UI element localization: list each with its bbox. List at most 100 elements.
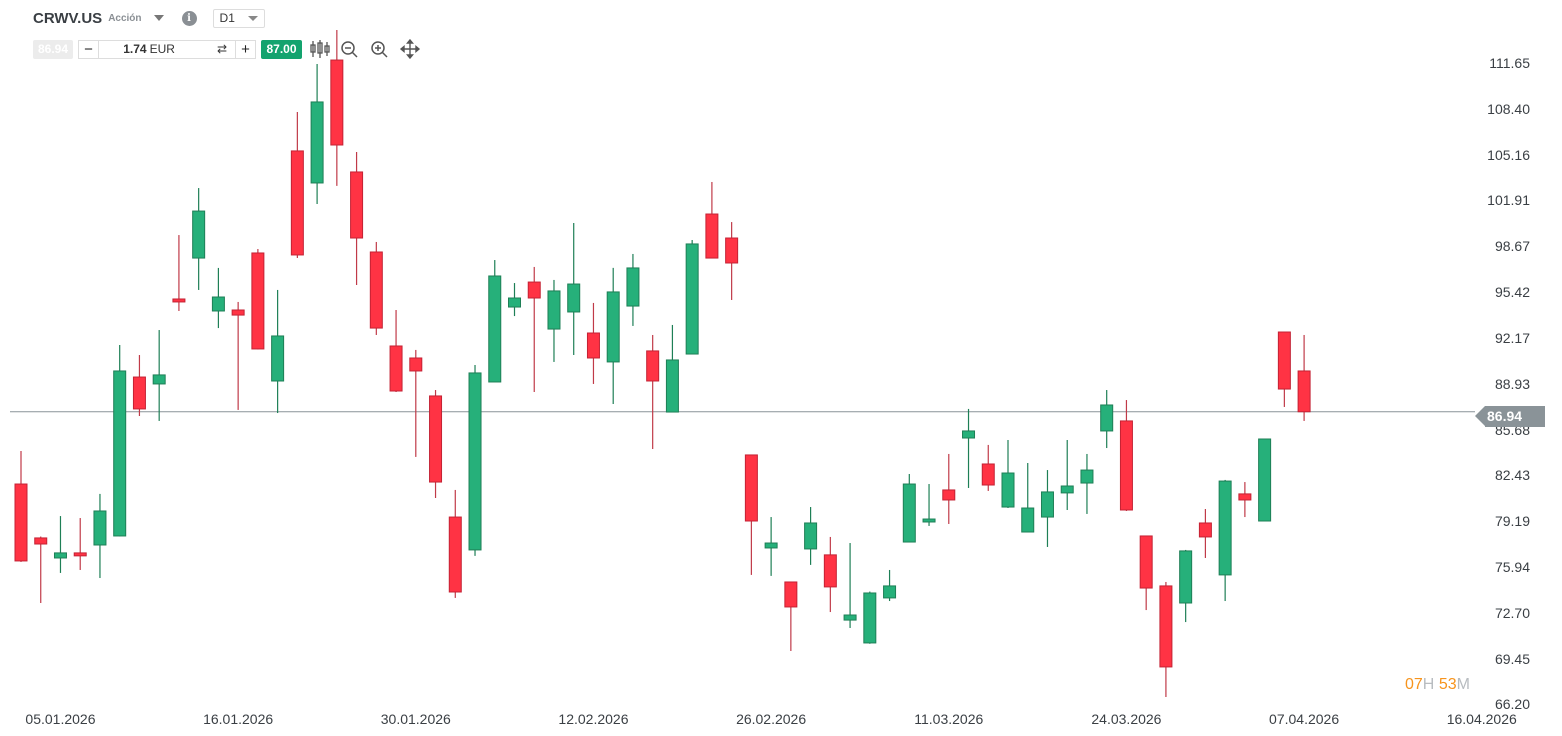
candle-body (1001, 472, 1015, 508)
candle-body (942, 489, 956, 501)
price-tick-label: 88.93 (1494, 375, 1530, 392)
candle-body (330, 59, 344, 146)
candle-body (508, 297, 521, 308)
price-tick-label: 92.17 (1494, 329, 1530, 346)
candle-body (606, 291, 620, 363)
price-tick-label: 75.94 (1494, 559, 1530, 575)
candle-body (488, 275, 502, 383)
price-tick-label: 101.91 (1487, 192, 1530, 209)
candle-body (586, 332, 600, 359)
candle-body (1040, 491, 1054, 518)
price-tick-label: 69.45 (1494, 650, 1530, 667)
candle-body (626, 267, 640, 307)
candle-body (211, 296, 225, 312)
date-tick-label: 24.03.2026 (1091, 711, 1162, 727)
candle-body (152, 374, 166, 385)
candle-body (369, 251, 383, 329)
timeframe-dropdown[interactable]: D1 (212, 8, 265, 28)
candle-body (34, 537, 48, 545)
candle-body (1080, 469, 1094, 484)
candle-body (73, 552, 87, 557)
swap-icon[interactable]: ⇄ (216, 42, 227, 56)
price-tick-label: 95.42 (1494, 284, 1530, 301)
chevron-down-icon (247, 15, 258, 21)
current-price-marker: 86.94 (1475, 406, 1545, 427)
caret-down-icon[interactable] (153, 15, 164, 21)
candle-body (1198, 522, 1212, 538)
candle-body (192, 210, 206, 259)
candle-body (804, 522, 818, 550)
candle-body (409, 357, 423, 372)
price-tick-label: 108.40 (1487, 100, 1530, 117)
decrease-volume-button[interactable]: − (84, 40, 93, 58)
candle-body (1179, 550, 1193, 604)
candle-countdown: 07H 53M (1405, 676, 1470, 694)
date-tick-label: 05.01.2026 (25, 711, 96, 727)
candle-body (1258, 438, 1272, 522)
candle-body (389, 345, 403, 392)
date-tick-label: 07.04.2026 (1269, 711, 1340, 727)
candle-body (1021, 507, 1035, 533)
increase-volume-button[interactable]: + (241, 40, 250, 58)
candle-body (883, 585, 897, 599)
price-tick-label: 72.70 (1494, 604, 1530, 621)
candle-body (251, 252, 265, 350)
countdown-minutes: 53 (1438, 676, 1457, 693)
price-tick-label: 79.19 (1494, 513, 1530, 530)
candle-body (764, 542, 778, 549)
zoom-in-icon[interactable] (368, 39, 392, 59)
trade-bar: 86.94 − 1.74 EUR ⇄ + 87.00 (33, 38, 428, 60)
candle-body (53, 552, 67, 559)
candle-body (725, 237, 739, 264)
candle-body (271, 335, 285, 382)
price-tick-label: 98.67 (1494, 238, 1530, 255)
candle-body (448, 516, 462, 593)
zoom-out-icon[interactable] (338, 39, 362, 59)
candle-body (962, 430, 976, 439)
candle-body (705, 213, 719, 259)
candle-body (527, 281, 541, 299)
candle-body (863, 592, 877, 644)
candle-body (1218, 480, 1232, 576)
candle-body (981, 463, 995, 486)
candle-body (1139, 535, 1153, 589)
candle-body (685, 243, 699, 355)
move-icon[interactable] (398, 38, 422, 60)
countdown-hours: 07 (1405, 676, 1423, 693)
candle-body (922, 518, 936, 523)
price-tick-label: 105.16 (1487, 146, 1530, 163)
sell-button[interactable]: 86.94 (33, 39, 73, 59)
candle-body (823, 554, 837, 588)
candlestick-icon[interactable] (308, 39, 332, 59)
chart-tools (308, 38, 428, 60)
candle-body (310, 101, 324, 184)
countdown-hours-unit: H (1422, 676, 1435, 693)
candle-body (547, 290, 561, 330)
volume-input[interactable]: 1.74 EUR ⇄ (98, 40, 236, 58)
symbol-name: CRWV.US (33, 9, 103, 27)
candle-body (665, 359, 679, 413)
date-tick-label: 11.03.2026 (914, 711, 984, 727)
candle-body (1277, 331, 1291, 390)
instrument-type: Acción (108, 12, 142, 24)
volume-currency: EUR (149, 42, 175, 56)
candle-body (1238, 493, 1252, 501)
date-tick-label: 26.02.2026 (736, 711, 807, 727)
date-tick-label: 12.02.2026 (558, 711, 629, 727)
candle-body (843, 614, 857, 621)
volume-stepper: − 1.74 EUR ⇄ + (78, 39, 256, 59)
buy-button[interactable]: 87.00 (261, 39, 302, 59)
info-icon[interactable]: i (181, 10, 197, 26)
price-tick-label: 82.43 (1494, 467, 1530, 484)
candle-body (784, 581, 798, 608)
candle-body (172, 298, 186, 303)
candle-body (1060, 485, 1074, 494)
candle-body (1119, 420, 1133, 511)
price-tick-label: 111.65 (1489, 55, 1530, 71)
candle-body (646, 350, 660, 382)
candle-body (567, 283, 581, 313)
date-tick-label: 16.01.2026 (203, 711, 274, 727)
countdown-minutes-unit: M (1456, 676, 1470, 693)
candle-body (468, 372, 482, 551)
